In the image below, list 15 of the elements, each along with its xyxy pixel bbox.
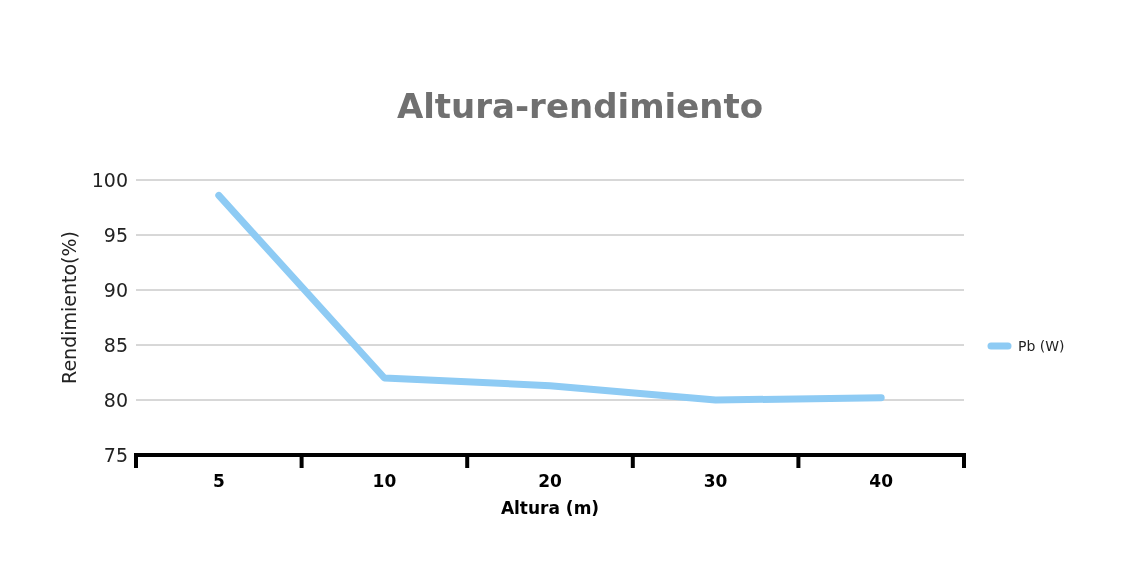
y-axis-title: Rendimiento(%) <box>58 231 80 384</box>
y-tick-label: 95 <box>103 224 128 246</box>
x-tick-label: 10 <box>372 471 397 491</box>
chart-title: Altura-rendimiento <box>396 86 764 126</box>
legend-label: Pb (W) <box>1018 338 1065 354</box>
y-tick-label: 75 <box>103 444 128 466</box>
x-tick-label: 40 <box>869 471 894 491</box>
x-axis-title: Altura (m) <box>500 498 600 518</box>
x-tick-label: 5 <box>212 471 225 491</box>
x-tick-label: 30 <box>703 471 728 491</box>
y-tick-label: 80 <box>103 389 128 411</box>
y-tick-label: 85 <box>103 334 128 356</box>
x-tick-label: 20 <box>538 471 562 491</box>
y-tick-label: 100 <box>91 169 128 191</box>
y-tick-label: 90 <box>103 279 128 301</box>
